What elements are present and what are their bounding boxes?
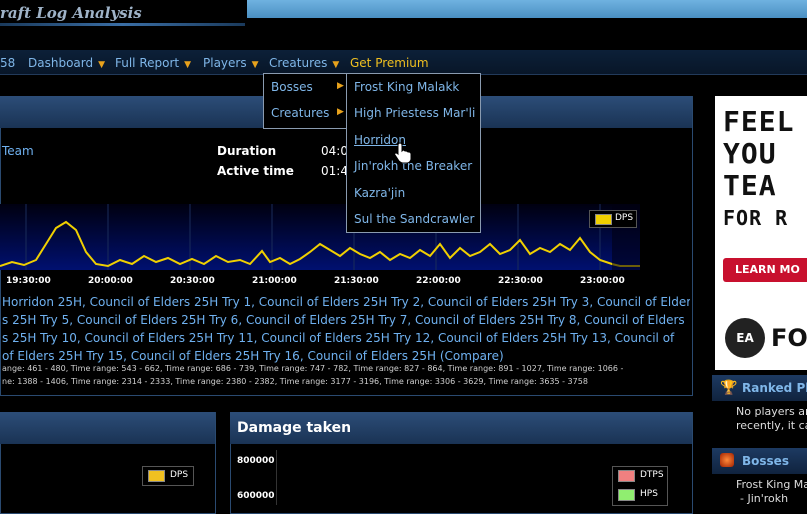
ranked-players-header: 🏆 Ranked Pla	[712, 375, 807, 401]
dps-chart	[0, 204, 640, 270]
ranked-empty-text: recently, it ca	[736, 419, 807, 432]
ranked-players-title: Ranked Pla	[742, 381, 807, 395]
y-tick-label: 600000	[237, 491, 275, 501]
boss-icon	[720, 453, 734, 467]
submenu-item-sul-the-sandcrawler[interactable]: Sul the Sandcrawler	[354, 212, 475, 226]
nav-creatures[interactable]: Creatures ▼	[269, 56, 339, 70]
active-time-value: 01:4	[321, 164, 348, 178]
chevron-down-icon: ▼	[98, 60, 106, 70]
dps-series-line	[0, 220, 640, 268]
nav-dashboard-label: Dashboard	[28, 56, 94, 70]
x-tick-label: 23:00:00	[580, 276, 625, 286]
lower-left-legend: DPS	[142, 466, 194, 486]
x-tick-label: 20:30:00	[170, 276, 215, 286]
top-banner	[247, 0, 807, 18]
ad-brand-text: FO	[771, 324, 807, 352]
fight-list-line[interactable]: s 25H Try 5, Council of Elders 25H Try 6…	[2, 313, 685, 327]
nav-creatures-label: Creatures	[269, 56, 328, 70]
dtps-legend-label: DTPS	[640, 470, 664, 480]
bosses-submenu	[346, 73, 481, 233]
dps-legend-swatch	[595, 214, 612, 225]
x-tick-label: 22:30:00	[498, 276, 543, 286]
x-tick-label: 21:00:00	[252, 276, 297, 286]
x-tick-label: 22:00:00	[416, 276, 461, 286]
bosses-title: Bosses	[742, 454, 789, 468]
dps-legend-label: DPS	[170, 470, 189, 480]
boss-list-item[interactable]: - Jin'rokh	[740, 492, 789, 505]
menu-item-creatures-label: Creatures	[271, 106, 330, 120]
submenu-item-kazrajin[interactable]: Kazra'jin	[354, 186, 406, 200]
nav-full-report-label: Full Report	[115, 56, 180, 70]
menu-item-creatures[interactable]: Creatures ▶	[271, 106, 344, 120]
lower-left-panel-header	[0, 412, 215, 444]
title-underline	[0, 23, 245, 26]
menu-item-bosses-label: Bosses	[271, 80, 313, 94]
time-range-line: ange: 461 - 480, Time range: 543 - 662, …	[2, 364, 624, 373]
dps-legend-label: DPS	[615, 213, 634, 223]
nav-dashboard[interactable]: Dashboard ▼	[28, 56, 105, 70]
submenu-item-frost-king-malakk[interactable]: Frost King Malakk	[354, 80, 460, 94]
y-tick-label: 800000	[237, 456, 275, 466]
ad-learn-more-button[interactable]: LEARN MO	[723, 258, 807, 282]
chart-plot-area	[0, 204, 640, 270]
fight-list: Horridon 25H, Council of Elders 25H Try …	[2, 293, 690, 365]
nav-players-label: Players	[203, 56, 247, 70]
chevron-right-icon: ▶	[337, 107, 344, 117]
hand-cursor-icon	[394, 142, 412, 164]
ad-headline: FEEL YOU TEA FOR R	[723, 106, 794, 234]
hps-legend-label: HPS	[640, 489, 658, 499]
boss-list-item[interactable]: Frost King Mal	[736, 478, 807, 491]
chart-x-axis: 19:30:00 20:00:00 20:30:00 21:00:00 21:3…	[0, 276, 660, 288]
damage-taken-title: Damage taken	[237, 420, 352, 436]
dps-chart-legend: DPS	[589, 210, 637, 228]
x-tick-label: 19:30:00	[6, 276, 51, 286]
menu-item-bosses[interactable]: Bosses ▶	[271, 80, 344, 94]
submenu-item-high-priestess-marli[interactable]: High Priestess Mar'li	[354, 106, 476, 120]
submenu-item-horridon[interactable]: Horridon	[354, 133, 406, 147]
chevron-down-icon: ▼	[251, 60, 259, 70]
damage-taken-plot	[276, 450, 677, 505]
get-premium-link[interactable]: Get Premium	[350, 56, 429, 70]
x-tick-label: 20:00:00	[88, 276, 133, 286]
ad-line: FEEL	[723, 105, 795, 138]
fight-list-line[interactable]: Horridon 25H, Council of Elders 25H Try …	[2, 295, 690, 309]
x-tick-label: 21:30:00	[334, 276, 379, 286]
active-time-label: Active time	[217, 164, 294, 178]
submenu-item-jinrokh[interactable]: Jin'rokh the Breaker	[354, 159, 473, 173]
creatures-dropdown	[263, 73, 347, 129]
ad-learn-more-label: LEARN MO	[735, 263, 800, 276]
duration-value: 04:0	[321, 144, 348, 158]
fight-list-line[interactable]: of Elders 25H Try 15, Council of Elders …	[2, 349, 504, 363]
bosses-header: Bosses	[712, 448, 807, 474]
chevron-right-icon: ▶	[337, 81, 344, 91]
app-title: raft Log Analysis	[0, 4, 142, 22]
damage-taken-legend: DTPS HPS	[612, 466, 668, 506]
hps-legend-swatch	[618, 489, 635, 501]
trophy-icon: 🏆	[720, 380, 738, 396]
chevron-down-icon: ▼	[184, 60, 192, 70]
ranked-empty-text: No players are	[736, 405, 807, 418]
nav-prefix[interactable]: 58	[0, 56, 16, 70]
team-link[interactable]: Team	[2, 144, 34, 158]
chevron-down-icon: ▼	[332, 60, 340, 70]
fight-list-line[interactable]: s 25H Try 10, Council of Elders 25H Try …	[2, 331, 675, 345]
ad-line: FOR R	[723, 206, 789, 230]
ad-line: YOU	[723, 137, 777, 170]
dps-legend-swatch	[148, 470, 165, 482]
ea-sports-logo: EA	[725, 318, 765, 358]
nav-players[interactable]: Players ▼	[203, 56, 259, 70]
ad-banner[interactable]: FEEL YOU TEA FOR R LEARN MO EA FO	[715, 96, 807, 370]
dtps-legend-swatch	[618, 470, 635, 482]
time-range-line: ne: 1388 - 1406, Time range: 2314 - 2333…	[2, 377, 588, 386]
ad-line: TEA	[723, 169, 777, 202]
damage-taken-header	[230, 412, 692, 444]
nav-full-report[interactable]: Full Report ▼	[115, 56, 191, 70]
duration-label: Duration	[217, 144, 277, 158]
